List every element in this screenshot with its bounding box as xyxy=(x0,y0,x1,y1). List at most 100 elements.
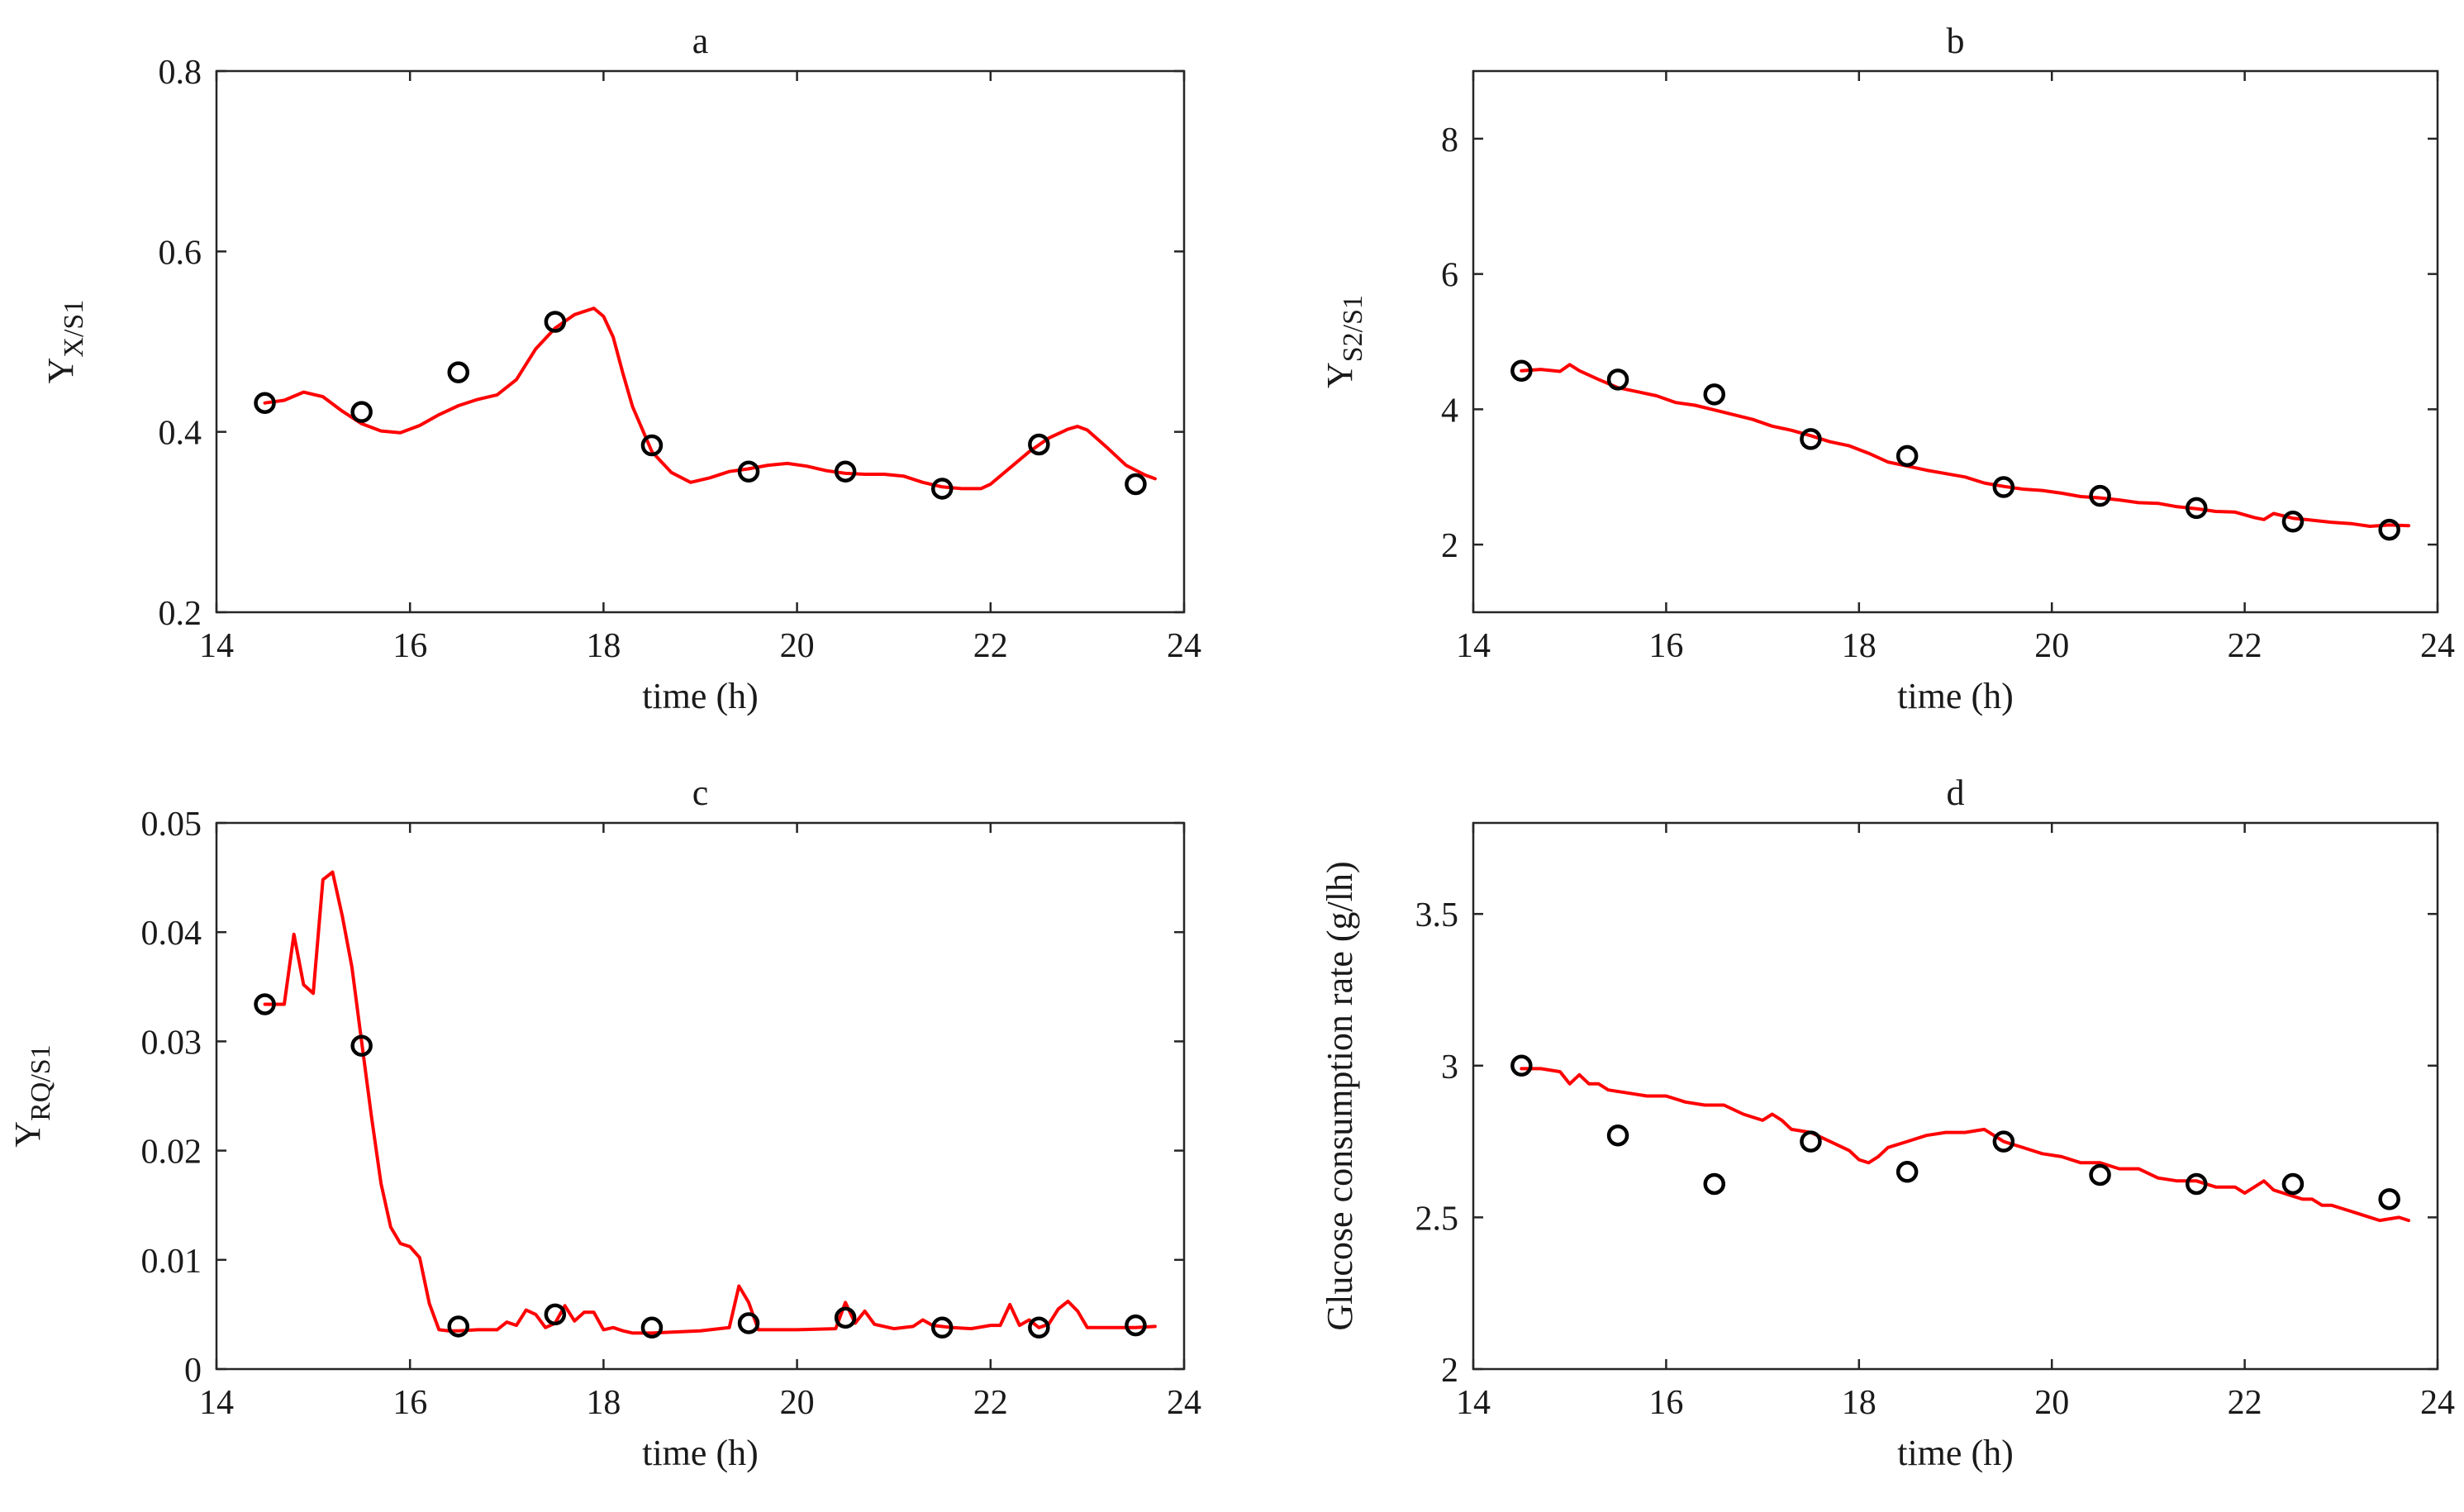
data-point xyxy=(640,434,664,457)
y-tick-label: 0.05 xyxy=(141,806,202,844)
data-point xyxy=(1028,433,1050,456)
y-axis-label: YX/S1 xyxy=(40,300,89,384)
data-point xyxy=(1703,383,1725,406)
panel-a: 14 16 18 20 22 24 0.2 0.4 0.6 0.8 a time (h) YX/S1 xyxy=(40,21,1201,716)
model-line xyxy=(263,307,1157,491)
model-line xyxy=(1520,1067,2410,1223)
data-point xyxy=(1800,428,1822,450)
y-axis-label-main: Glucose consumption rate (g/lh) xyxy=(1320,861,1360,1330)
x-tick-label: 24 xyxy=(1167,627,1201,665)
model-line xyxy=(263,870,1157,1335)
data-point xyxy=(2186,1172,2208,1196)
data-point xyxy=(2089,484,2111,507)
data-point xyxy=(640,1316,664,1339)
data-point xyxy=(2186,497,2208,520)
data-point xyxy=(544,311,567,333)
y-tick-label: 0.04 xyxy=(141,915,202,953)
data-point xyxy=(931,1316,954,1339)
y-tick-label: 2 xyxy=(1441,1352,1458,1390)
y-tick-label: 0.03 xyxy=(141,1024,202,1062)
data-point xyxy=(447,361,469,383)
x-axis-label: time (h) xyxy=(1897,1433,2014,1473)
data-point xyxy=(1800,1130,1822,1153)
x-tick-label: 22 xyxy=(2228,627,2262,665)
x-axis-label: time (h) xyxy=(1897,676,2014,716)
y-tick-label: 0.8 xyxy=(159,54,202,92)
data-point xyxy=(737,460,760,483)
data-point xyxy=(254,993,276,1015)
x-tick-label: 24 xyxy=(2420,627,2455,665)
data-point xyxy=(1606,368,1629,391)
data-point xyxy=(1510,1054,1533,1077)
x-tick-label: 16 xyxy=(1648,627,1683,665)
y-tick-label: 0.4 xyxy=(159,415,202,453)
plot-frame xyxy=(215,69,1186,614)
y-axis-label: Glucose consumption rate (g/lh) xyxy=(1320,861,1360,1330)
y-tick-label: 6 xyxy=(1441,257,1458,295)
panel-title: d xyxy=(1947,773,1965,813)
x-tick-label: 14 xyxy=(199,1384,234,1422)
y-axis-label: YS2/S1 xyxy=(1320,295,1368,388)
data-point xyxy=(2281,1172,2305,1196)
x-tick-label: 16 xyxy=(392,1384,427,1422)
data-point xyxy=(2378,1188,2400,1210)
y-axis-label-main: Y xyxy=(40,358,81,384)
data-point xyxy=(1992,1130,2015,1153)
x-tick-label: 18 xyxy=(1842,1384,1877,1422)
data-point xyxy=(1896,445,1919,468)
y-axis-label-main: Y xyxy=(7,1121,48,1148)
panel-title: b xyxy=(1947,21,1965,61)
data-point xyxy=(834,460,857,483)
data-point xyxy=(1510,359,1533,382)
x-tick-label: 22 xyxy=(973,1384,1008,1422)
data-point xyxy=(1606,1124,1629,1147)
y-tick-label: 2 xyxy=(1441,527,1458,565)
y-tick-label: 4 xyxy=(1441,392,1458,430)
y-tick-label: 3.5 xyxy=(1415,896,1459,934)
data-point xyxy=(1125,473,1147,496)
x-tick-label: 18 xyxy=(1842,627,1877,665)
x-tick-label: 14 xyxy=(1456,627,1491,665)
data-point xyxy=(544,1303,567,1326)
x-axis-label: time (h) xyxy=(642,676,759,716)
data-point xyxy=(834,1306,857,1329)
x-tick-label: 20 xyxy=(780,1384,815,1422)
panel-title: a xyxy=(692,21,709,61)
plot-frame xyxy=(1472,821,2439,1371)
y-axis-label: YRQ/S1 xyxy=(7,1044,56,1147)
data-point xyxy=(2378,518,2400,541)
data-point xyxy=(1703,1172,1725,1196)
x-tick-label: 14 xyxy=(1456,1384,1491,1422)
data-point xyxy=(1028,1316,1050,1339)
data-point xyxy=(2281,511,2305,533)
x-tick-label: 20 xyxy=(2034,1384,2069,1422)
data-point xyxy=(1896,1161,1919,1183)
data-point xyxy=(2089,1163,2111,1186)
model-line xyxy=(1520,363,2410,528)
plot-frame xyxy=(215,821,1186,1371)
x-tick-label: 22 xyxy=(973,627,1008,665)
x-tick-label: 24 xyxy=(2420,1384,2455,1422)
y-tick-label: 0.01 xyxy=(141,1243,202,1281)
panel-c: 14 16 18 20 22 24 0 0.01 0.02 0.03 0.04 0.05 c time (… xyxy=(7,773,1201,1473)
data-point xyxy=(737,1312,760,1334)
x-tick-label: 20 xyxy=(2034,627,2069,665)
y-tick-label: 2.5 xyxy=(1415,1200,1459,1238)
y-axis-label-subscript: X/S1 xyxy=(59,300,89,358)
data-point xyxy=(350,401,373,423)
x-tick-label: 20 xyxy=(780,627,815,665)
panel-title: c xyxy=(692,773,709,813)
x-tick-label: 24 xyxy=(1167,1384,1201,1422)
y-tick-label: 8 xyxy=(1441,121,1458,159)
x-tick-label: 16 xyxy=(392,627,427,665)
x-tick-label: 16 xyxy=(1648,1384,1683,1422)
x-tick-label: 22 xyxy=(2228,1384,2262,1422)
panel-d: 14 16 18 20 22 24 2 2.5 3 3.5 d time (h) Glucose con… xyxy=(1320,773,2455,1473)
y-axis-label-subscript: RQ/S1 xyxy=(26,1044,56,1121)
data-point xyxy=(1992,476,2015,498)
plot-frame xyxy=(1472,69,2439,614)
y-tick-label: 3 xyxy=(1441,1048,1458,1086)
x-tick-label: 18 xyxy=(586,1384,621,1422)
